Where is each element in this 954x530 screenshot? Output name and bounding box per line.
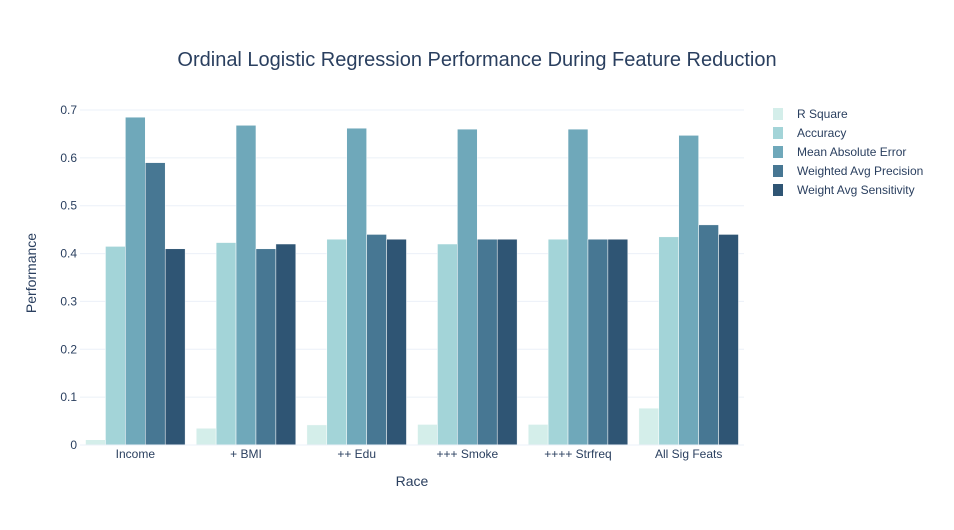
- bar-1-4: [275, 243, 297, 446]
- x-tick-label: ++ Edu: [337, 447, 376, 461]
- legend-swatch: [773, 127, 783, 139]
- bar-3-2: [457, 128, 478, 446]
- x-tick-label: +++ Smoke: [436, 447, 498, 461]
- bar-1-1: [215, 242, 237, 446]
- bar-3-3: [477, 238, 498, 446]
- y-tick-label: 0.4: [60, 247, 77, 261]
- bar-4-2: [567, 128, 589, 446]
- bar-2-2: [346, 127, 367, 446]
- bar-5-4: [718, 234, 739, 446]
- bar-0-1: [105, 246, 126, 446]
- legend-label: Weight Avg Sensitivity: [797, 183, 915, 197]
- bar-2-4: [386, 238, 407, 446]
- bar-2-3: [366, 234, 387, 446]
- bar-4-0: [527, 424, 549, 446]
- y-axis-ticks: 0 0.1 0.2 0.3 0.4 0.5 0.6 0.7: [60, 103, 77, 452]
- bar-5-0: [638, 407, 660, 446]
- y-tick-label: 0.6: [60, 151, 77, 165]
- bar-1-0: [195, 428, 217, 446]
- legend: R Square Accuracy Mean Absolute Error Weigh…: [773, 107, 923, 197]
- bars: [85, 116, 739, 446]
- y-tick-label: 0: [70, 438, 77, 452]
- bar-4-4: [607, 238, 629, 446]
- legend-label: R Square: [797, 107, 848, 121]
- x-tick-label: Income: [116, 447, 156, 461]
- bar-4-1: [547, 238, 569, 446]
- chart-title: Ordinal Logistic Regression Performance …: [177, 49, 776, 71]
- legend-label: Weighted Avg Precision: [797, 164, 923, 178]
- x-tick-label: ++++ Strfreq: [544, 447, 611, 461]
- bar-4-3: [587, 238, 609, 446]
- legend-swatch: [773, 184, 783, 196]
- legend-swatch: [773, 165, 783, 177]
- bar-3-0: [417, 424, 438, 446]
- y-axis-label: Performance: [23, 233, 39, 313]
- y-tick-label: 0.7: [60, 103, 77, 117]
- bar-5-1: [658, 236, 679, 446]
- bar-0-3: [145, 162, 166, 446]
- bar-3-1: [437, 243, 458, 446]
- bar-2-0: [306, 424, 328, 446]
- x-axis-ticks: Income + BMI ++ Edu +++ Smoke ++++ Strfreq Al…: [116, 447, 723, 461]
- bar-0-0: [85, 439, 106, 446]
- legend-swatch: [773, 146, 783, 158]
- x-axis-label: Race: [396, 473, 429, 489]
- gridlines: [80, 109, 744, 398]
- bar-1-3: [255, 248, 277, 446]
- bar-5-2: [678, 135, 699, 446]
- bar-0-4: [164, 248, 186, 446]
- bar-0-2: [125, 116, 146, 446]
- y-tick-label: 0.1: [60, 390, 77, 404]
- bar-1-2: [235, 125, 257, 446]
- bar-3-4: [496, 238, 518, 446]
- legend-swatch: [773, 108, 783, 120]
- x-tick-label: + BMI: [230, 447, 262, 461]
- y-tick-label: 0.3: [60, 294, 77, 308]
- bar-5-3: [698, 224, 719, 446]
- legend-label: Mean Absolute Error: [797, 145, 906, 159]
- legend-label: Accuracy: [797, 126, 846, 140]
- bar-2-1: [326, 238, 347, 446]
- x-tick-label: All Sig Feats: [655, 447, 722, 461]
- y-tick-label: 0.2: [60, 342, 77, 356]
- y-tick-label: 0.5: [60, 199, 77, 213]
